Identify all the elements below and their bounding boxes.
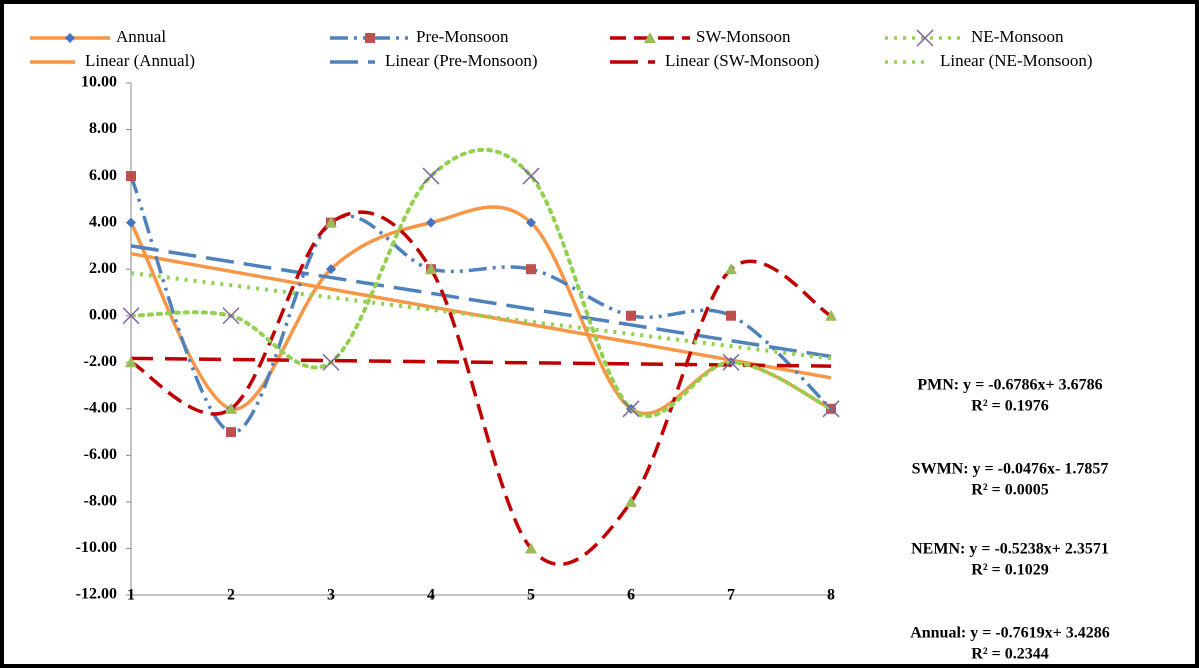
marker [526,217,536,228]
marker [725,263,737,275]
marker [325,216,337,228]
marker [522,167,540,185]
y-tick-label: -6.00 [84,446,117,463]
y-tick-label: -4.00 [84,399,117,416]
y-tick-label: 8.00 [89,120,117,137]
x-tick-label: 7 [727,587,735,604]
series-line [130,210,832,567]
y-tick-label: -8.00 [84,493,117,510]
x-tick-label: 3 [327,587,335,604]
y-tick-label: 10.00 [81,74,117,91]
marker [126,217,136,228]
marker [365,33,375,43]
trend-r2: R² = 0.1029 [971,562,1048,579]
marker [322,353,340,371]
x-tick-label: 6 [627,587,635,604]
x-tick-label: 1 [127,587,135,604]
trend-equation: NEMN: y = -0.5238x+ 2.3571 [911,541,1109,558]
series-line [129,147,833,419]
marker [626,310,636,321]
y-tick-label: 4.00 [89,213,117,230]
marker [644,32,656,43]
trend-line [130,271,832,361]
marker [125,356,137,368]
legend-label: Linear (SW-Monsoon) [665,51,819,70]
marker [425,263,437,275]
y-tick-label: 0.00 [89,306,117,323]
trend-r2: R² = 0.0005 [971,482,1048,499]
marker [726,310,736,321]
legend-label: Linear (Annual) [85,51,195,70]
marker [525,542,537,554]
y-tick-label: -2.00 [84,353,117,370]
marker [222,307,240,325]
marker [122,307,140,325]
marker [65,33,75,43]
marker [916,29,934,47]
y-tick-label: 2.00 [89,260,117,277]
legend-label: Linear (NE-Monsoon) [940,51,1093,70]
marker [825,309,837,321]
marker [126,171,136,182]
marker [526,264,536,275]
x-tick-label: 4 [427,587,435,604]
trend-line [130,356,832,368]
trend-equation: Annual: y = -0.7619x+ 3.4286 [910,625,1110,642]
marker [426,217,436,228]
trend-equation: SWMN: y = -0.0476x- 1.7857 [912,461,1109,478]
x-tick-label: 8 [827,587,835,604]
x-tick-label: 2 [227,587,235,604]
y-tick-label: -12.00 [76,586,117,603]
y-tick-label: -10.00 [76,539,117,556]
legend-label: SW-Monsoon [696,27,791,46]
trend-r2: R² = 0.1976 [971,398,1048,415]
marker [226,427,236,438]
legend-label: Linear (Pre-Monsoon) [385,51,538,70]
marker [625,495,637,507]
marker [822,400,840,418]
legend-label: NE-Monsoon [971,27,1064,46]
marker [422,167,440,185]
marker [622,400,640,418]
marker [722,353,740,371]
marker [225,402,237,414]
trend-equation: PMN: y = -0.6786x+ 3.6786 [917,377,1102,394]
marker [326,264,336,275]
trend-r2: R² = 0.2344 [971,646,1048,663]
y-tick-label: 6.00 [89,167,117,184]
trend-line [130,244,832,359]
x-tick-label: 5 [527,587,535,604]
legend-label: Pre-Monsoon [416,27,509,46]
legend-label: Annual [116,27,166,46]
